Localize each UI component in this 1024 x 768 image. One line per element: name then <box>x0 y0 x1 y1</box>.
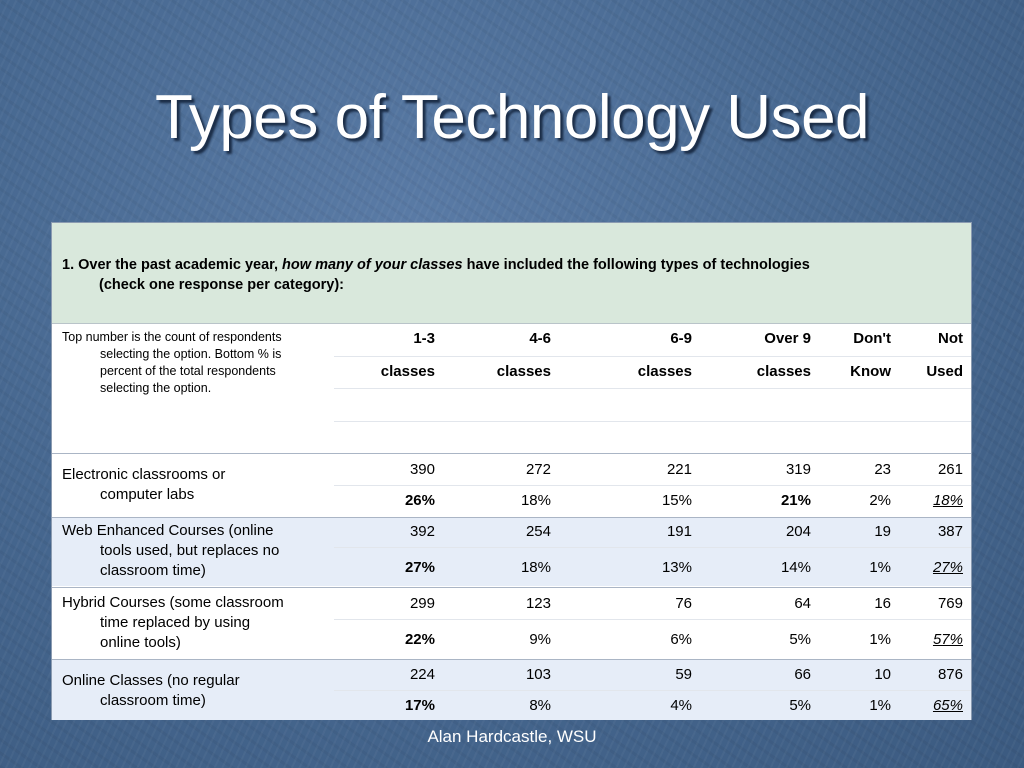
count-cell: 204 <box>785 523 811 540</box>
percent-cell: 13% <box>661 559 692 576</box>
col-header-top: Don't <box>853 330 891 347</box>
count-cell: 392 <box>409 523 435 540</box>
subdivider <box>334 356 971 357</box>
row-label-line1: Hybrid Courses (some classroom <box>62 594 284 611</box>
question-header: 1. Over the past academic year, how many… <box>52 223 971 324</box>
row-label-electronic: Electronic classrooms or computer labs <box>62 465 322 505</box>
percent-cell: 26% <box>404 492 435 509</box>
row-label-line2: tools used, but replaces no classroom ti… <box>100 542 280 579</box>
subdivider <box>334 388 971 389</box>
question-prefix: 1. Over the past academic year, <box>62 257 283 273</box>
percent-cell: 5% <box>789 631 811 648</box>
row-label-line2: computer labs <box>100 486 195 503</box>
percent-cell: 57% <box>932 631 963 648</box>
survey-table: 1. Over the past academic year, how many… <box>51 222 972 720</box>
percent-cell: 27% <box>404 559 435 576</box>
percent-cell: 21% <box>780 492 811 509</box>
question-emphasis: how many of your classes <box>282 257 463 273</box>
percent-cell: 18% <box>520 559 551 576</box>
count-cell: 261 <box>937 461 963 478</box>
count-cell: 272 <box>525 461 551 478</box>
percent-cell: 4% <box>670 697 692 714</box>
row-label-line1: Online Classes (no regular <box>62 672 240 689</box>
col-header-top: Over 9 <box>764 330 811 347</box>
count-cell: 76 <box>675 595 692 612</box>
percent-cell: 18% <box>520 492 551 509</box>
percent-cell: 1% <box>869 631 891 648</box>
col-header-top: 6-9 <box>670 330 692 347</box>
divider <box>52 453 971 454</box>
table-note: Top number is the count of respondents s… <box>62 329 312 397</box>
count-cell: 16 <box>874 595 891 612</box>
count-cell: 59 <box>675 666 692 683</box>
count-cell: 387 <box>937 523 963 540</box>
count-cell: 390 <box>409 461 435 478</box>
count-cell: 23 <box>874 461 891 478</box>
count-cell: 254 <box>525 523 551 540</box>
percent-cell: 27% <box>932 559 963 576</box>
count-cell: 103 <box>525 666 551 683</box>
percent-cell: 9% <box>529 631 551 648</box>
note-rest: selecting the option. Bottom % is percen… <box>100 347 282 395</box>
row-label-line2: time replaced by using online tools) <box>100 614 251 651</box>
note-line1: Top number is the count of respondents <box>62 330 282 344</box>
count-cell: 123 <box>525 595 551 612</box>
subdivider <box>334 547 971 548</box>
percent-cell: 65% <box>932 697 963 714</box>
col-header-bottom: Know <box>850 363 891 380</box>
count-cell: 19 <box>874 523 891 540</box>
percent-cell: 5% <box>789 697 811 714</box>
percent-cell: 14% <box>780 559 811 576</box>
col-header-bottom: classes <box>496 363 551 380</box>
divider <box>52 587 971 588</box>
percent-cell: 8% <box>529 697 551 714</box>
row-band-web <box>52 518 971 586</box>
col-header-top: 4-6 <box>529 330 551 347</box>
percent-cell: 1% <box>869 697 891 714</box>
count-cell: 66 <box>794 666 811 683</box>
subdivider <box>334 421 971 422</box>
count-cell: 299 <box>409 595 435 612</box>
count-cell: 769 <box>937 595 963 612</box>
col-header-bottom: classes <box>637 363 692 380</box>
subdivider <box>334 485 971 486</box>
row-label-hybrid: Hybrid Courses (some classroom time repl… <box>62 593 322 653</box>
subdivider <box>334 619 971 620</box>
slide-title: Types of Technology Used <box>154 83 870 152</box>
row-label-online: Online Classes (no regular classroom tim… <box>62 671 322 711</box>
slide-footer: Alan Hardcastle, WSU <box>427 727 597 746</box>
percent-cell: 17% <box>404 697 435 714</box>
col-header-top: 1-3 <box>413 330 435 347</box>
row-label-line2: classroom time) <box>100 692 206 709</box>
percent-cell: 22% <box>404 631 435 648</box>
row-label-web-enhanced: Web Enhanced Courses (online tools used,… <box>62 521 322 581</box>
col-header-bottom: Used <box>926 363 963 380</box>
count-cell: 876 <box>937 666 963 683</box>
percent-cell: 15% <box>661 492 692 509</box>
count-cell: 191 <box>666 523 692 540</box>
divider <box>52 517 971 518</box>
question-suffix: have included the following types of tec… <box>462 257 810 273</box>
row-label-line1: Electronic classrooms or <box>62 466 226 483</box>
col-header-bottom: classes <box>756 363 811 380</box>
percent-cell: 18% <box>932 492 963 509</box>
subdivider <box>334 690 971 691</box>
percent-cell: 1% <box>869 559 891 576</box>
count-cell: 224 <box>409 666 435 683</box>
question-line2: (check one response per category): <box>99 277 344 293</box>
divider <box>52 659 971 660</box>
count-cell: 221 <box>666 461 692 478</box>
count-cell: 64 <box>794 595 811 612</box>
percent-cell: 6% <box>670 631 692 648</box>
row-label-line1: Web Enhanced Courses (online <box>62 522 274 539</box>
col-header-bottom: classes <box>380 363 435 380</box>
count-cell: 10 <box>874 666 891 683</box>
percent-cell: 2% <box>869 492 891 509</box>
count-cell: 319 <box>785 461 811 478</box>
col-header-top: Not <box>938 330 963 347</box>
